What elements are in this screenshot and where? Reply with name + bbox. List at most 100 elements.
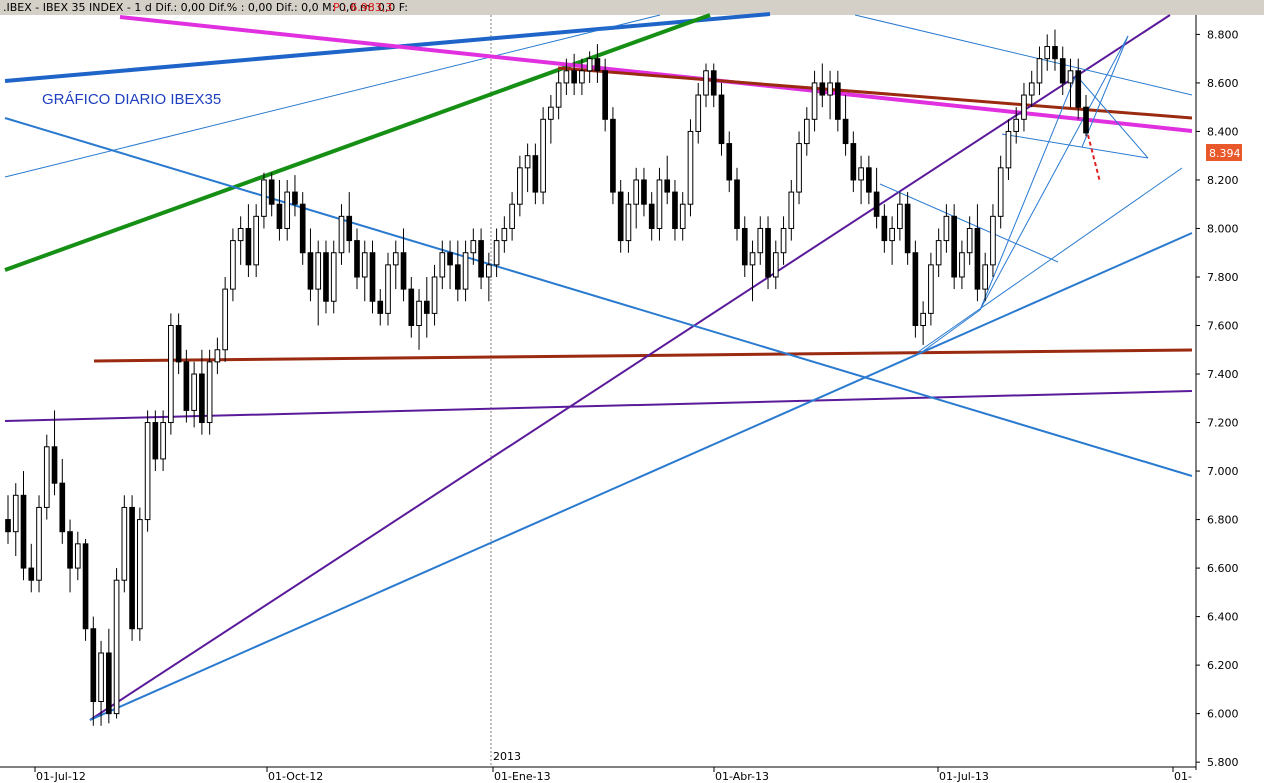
trendline-fan-4: [1075, 74, 1149, 159]
candle-body: [152, 422, 159, 460]
candle-body: [997, 167, 1004, 217]
candle: [392, 240, 399, 290]
candle-body: [990, 215, 996, 266]
trendline-fan-3: [979, 74, 1077, 311]
candle-body: [509, 203, 515, 229]
candle: [881, 204, 888, 253]
chart-title: GRÁFICO DIARIO IBEX35: [42, 91, 221, 108]
candle: [811, 70, 818, 132]
candle: [687, 119, 694, 217]
candle: [261, 172, 267, 229]
candle-body: [377, 300, 384, 314]
candle-body: [532, 155, 539, 193]
year-label: 2013: [493, 750, 521, 763]
candle: [656, 167, 663, 241]
candle: [478, 228, 484, 290]
candle-body: [237, 227, 244, 242]
candle: [447, 240, 453, 290]
candle-body: [974, 227, 981, 290]
candle-body: [105, 652, 112, 715]
candle: [121, 495, 128, 593]
candle-body: [307, 252, 314, 290]
candle-body: [330, 252, 337, 302]
candle-body: [369, 252, 376, 302]
candle-body: [749, 252, 756, 266]
candle: [338, 204, 345, 265]
candle: [361, 240, 368, 302]
candle-body: [811, 82, 818, 120]
candle: [672, 179, 678, 241]
candle: [299, 192, 306, 265]
candle-body: [1021, 94, 1027, 120]
candle-body: [687, 130, 694, 205]
candle-body: [28, 567, 35, 581]
candle: [199, 349, 205, 435]
candle: [858, 155, 864, 205]
candle: [1044, 34, 1051, 71]
forecast-dashed-line: [1087, 134, 1101, 183]
candle: [935, 228, 942, 277]
candle-body: [1013, 118, 1020, 132]
candle-body: [827, 82, 833, 96]
candle-body: [1059, 58, 1066, 84]
candle: [1028, 70, 1035, 108]
candle: [315, 240, 322, 326]
candle: [928, 252, 934, 326]
trendline-blue-falling: [4, 117, 1193, 477]
candle: [284, 179, 291, 241]
trendline-blue-thin-rising: [917, 167, 1183, 353]
candle: [5, 495, 11, 544]
candle: [788, 179, 795, 241]
candle: [105, 628, 112, 724]
candle: [563, 58, 570, 96]
candle: [385, 252, 391, 326]
candle-body: [920, 312, 926, 327]
candle-body: [966, 227, 973, 254]
candle-body: [1075, 70, 1082, 108]
candle-body: [129, 506, 135, 630]
candle-body: [943, 215, 950, 242]
candle-body: [780, 227, 787, 254]
candle: [354, 228, 360, 290]
candle-body: [206, 361, 213, 424]
candle-body: [935, 240, 942, 266]
trendline-blue-thick-top: [4, 12, 771, 83]
y-tick-label: 8.800: [1207, 28, 1239, 41]
candle: [835, 70, 841, 132]
candle-body: [586, 58, 593, 72]
candle-body: [866, 167, 872, 193]
candle-body: [726, 143, 733, 181]
candle: [555, 70, 562, 120]
y-tick-label: 6.800: [1207, 514, 1239, 527]
candle: [168, 313, 174, 435]
candle-body: [261, 179, 267, 217]
candle: [765, 216, 771, 290]
x-tick-label: 01-Abr-13: [715, 770, 769, 783]
candle-body: [408, 288, 415, 327]
candle-body: [788, 191, 795, 229]
candle: [276, 179, 283, 241]
trendline-fan-6: [1081, 35, 1129, 148]
x-tick-label: 01-Oct-12: [268, 770, 323, 783]
candle: [230, 228, 236, 302]
candle: [803, 107, 810, 156]
candle: [943, 204, 950, 253]
candle-body: [292, 191, 298, 205]
candle-body: [400, 252, 407, 290]
trendline-blue-thin-upper: [854, 14, 1193, 96]
candle: [330, 240, 337, 314]
candle: [966, 216, 973, 265]
candle-body: [268, 179, 275, 205]
candle-body: [113, 579, 120, 715]
x-tick-label: 01-Ene-13: [494, 770, 551, 783]
candle-body: [90, 628, 97, 703]
candle: [912, 240, 919, 338]
candle: [454, 240, 461, 302]
candle: [524, 143, 531, 193]
candle-body: [625, 203, 632, 242]
candle-body: [144, 422, 151, 521]
candle: [1052, 29, 1058, 71]
candle: [144, 410, 151, 532]
candle: [416, 289, 422, 350]
candle: [1005, 119, 1012, 180]
